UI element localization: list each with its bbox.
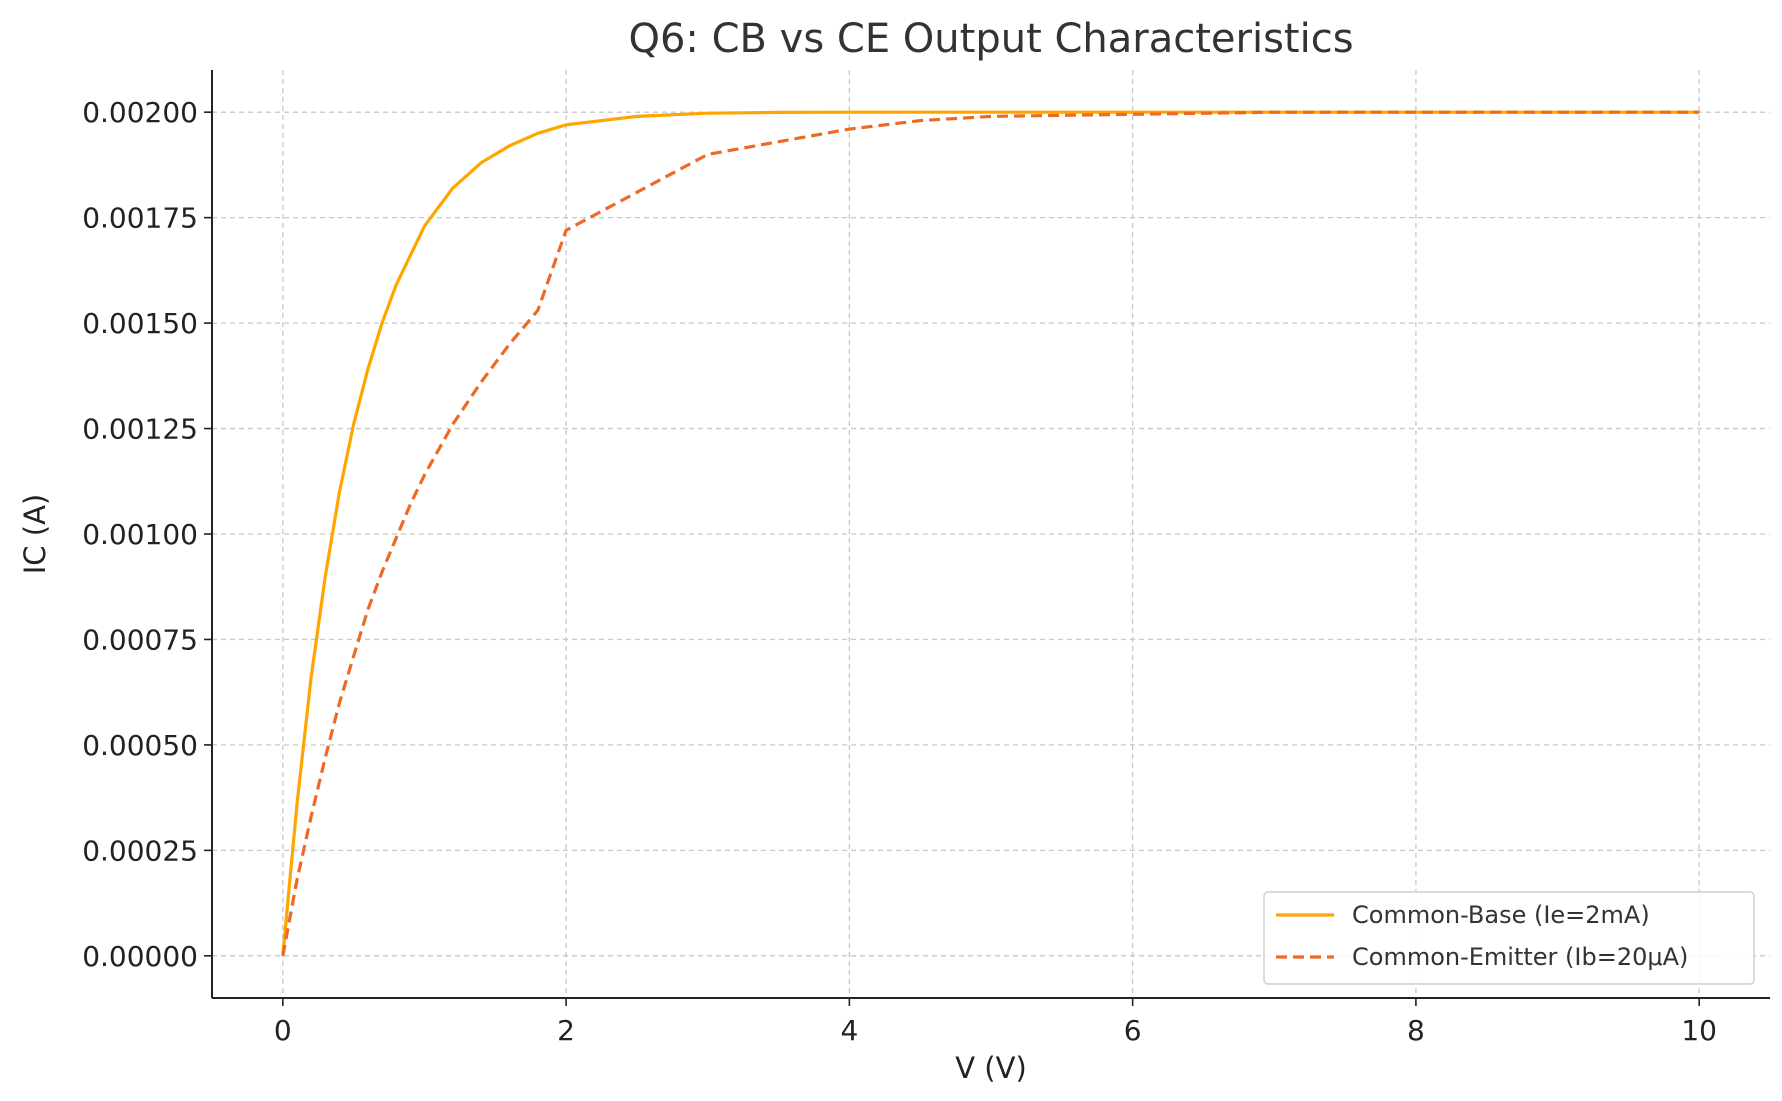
series-line-common-base <box>281 110 1700 956</box>
plot-series <box>281 110 1700 957</box>
x-tick-label: 6 <box>1124 1014 1142 1047</box>
x-tick-label: 2 <box>557 1014 575 1047</box>
legend: Common-Base (Ie=2mA) Common-Emitter (Ib=… <box>1263 891 1755 985</box>
legend-entry-common-base: Common-Base (Ie=2mA) <box>1352 901 1650 929</box>
y-axis-label: IC (A) <box>18 494 52 575</box>
x-tick-label: 0 <box>274 1014 292 1047</box>
chart-title: Q6: CB vs CE Output Characteristics <box>628 16 1353 62</box>
y-tick-label: 0.00050 <box>82 729 198 762</box>
y-tick-label: 0.00100 <box>82 518 198 551</box>
y-tick-label: 0.00025 <box>82 834 198 867</box>
y-tick-label: 0.00200 <box>82 96 198 129</box>
y-tick-label: 0.00125 <box>82 413 198 446</box>
x-tick-label: 8 <box>1407 1014 1425 1047</box>
y-tick-label: 0.00175 <box>82 202 198 235</box>
x-axis-ticks: 0 2 4 6 8 10 <box>274 998 1717 1047</box>
y-tick-label: 0.00075 <box>82 623 198 656</box>
grid-lines <box>212 70 1770 998</box>
x-tick-label: 4 <box>840 1014 858 1047</box>
legend-frame <box>1263 891 1755 985</box>
series-line-common-emitter <box>281 110 1700 957</box>
legend-entry-common-emitter: Common-Emitter (Ib=20μA) <box>1352 943 1688 971</box>
x-axis-label: V (V) <box>955 1051 1027 1085</box>
y-tick-label: 0.00000 <box>82 940 198 973</box>
y-tick-label: 0.00150 <box>82 307 198 340</box>
y-axis-ticks: 0.00000 0.00025 0.00050 0.00075 0.00100 0.001… <box>82 96 212 973</box>
x-tick-label: 10 <box>1681 1014 1717 1047</box>
